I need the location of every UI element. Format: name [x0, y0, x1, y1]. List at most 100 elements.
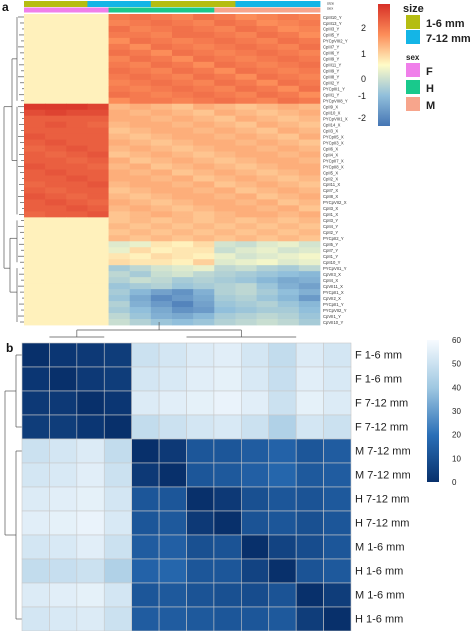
heatmap-a-cell [277, 217, 300, 224]
heatmap-a-cell [256, 127, 279, 135]
heatmap-a-cell [235, 37, 257, 45]
heatmap-a-row-label: PYCpII2_Y [323, 236, 344, 241]
heatmap-a-cell [214, 283, 236, 290]
heatmap-a-cell [172, 241, 194, 248]
heatmap-a-cell [45, 139, 67, 146]
sex-legend-swatch-f [406, 63, 420, 77]
heatmap-a-cell [277, 121, 300, 129]
heatmap-a-cell [129, 145, 152, 152]
heatmap-a-cell [172, 91, 194, 99]
heatmap-a-cell [172, 19, 194, 27]
heatmap-a-cell [214, 121, 236, 129]
heatmap-a-cell [24, 109, 46, 117]
heatmap-a-cell [150, 14, 173, 21]
heatmap-a-cell [298, 259, 321, 266]
heatmap-a-cell [45, 199, 67, 206]
heatmap-a-cell [256, 235, 279, 242]
heatmap-a-cell [45, 49, 67, 57]
heatmap-b-cell [76, 438, 105, 464]
heatmap-b-cell [268, 606, 297, 631]
heatmap-a-cell [108, 49, 131, 57]
heatmap-a-cell [277, 211, 300, 218]
heatmap-a-cell [87, 133, 109, 140]
heatmap-a-cell [24, 205, 46, 212]
heatmap-a-cell [129, 271, 152, 278]
size-annotation-cell [298, 1, 321, 7]
heatmap-b-cell [186, 582, 215, 608]
colorbar-b-tick: 30 [452, 407, 461, 416]
heatmap-a-cell [298, 151, 321, 158]
heatmap-b-row-label: M 7-12 mm [355, 446, 411, 458]
heatmap-a-cell [193, 43, 215, 51]
heatmap-a-cell [256, 187, 279, 194]
size-legend-swatch-1-6 [406, 15, 420, 29]
heatmap-a-cell [235, 199, 257, 206]
heatmap-a-cell [24, 103, 46, 111]
heatmap-a-cell [193, 25, 215, 33]
heatmap-a-cell [235, 163, 257, 170]
heatmap-a-cell [172, 211, 194, 218]
heatmap-a-cell [214, 277, 236, 284]
heatmap-a-cell [214, 151, 236, 158]
heatmap-a-cell [108, 265, 131, 272]
heatmap-a-cell [277, 14, 300, 21]
heatmap-a-cell [298, 181, 321, 188]
heatmap-b-cell [49, 534, 78, 560]
heatmap-a-cell [277, 181, 300, 188]
heatmap-a-cell [87, 217, 109, 224]
heatmap-a-cell [277, 55, 300, 63]
heatmap-b-cell [49, 606, 78, 631]
heatmap-a-cell [235, 43, 257, 51]
heatmap-b-row-label: F 7-12 mm [355, 398, 408, 410]
heatmap-b-cell [21, 342, 50, 368]
heatmap-a-cell [24, 14, 46, 21]
heatmap-a-cell [24, 61, 46, 69]
heatmap-a-cell [256, 319, 279, 326]
heatmap-a-cell [235, 73, 257, 81]
heatmap-a-cell [214, 31, 236, 39]
heatmap-a-cell [150, 97, 173, 105]
heatmap-a-cell [87, 223, 109, 230]
heatmap-a-cell [256, 205, 279, 212]
heatmap-b-cell [186, 486, 215, 512]
heatmap-a-cell [87, 265, 109, 272]
heatmap-b-cell [268, 534, 297, 560]
heatmap-a-cell [214, 241, 236, 248]
heatmap-a-cell [87, 301, 109, 308]
heatmap-a-cell [193, 187, 215, 194]
heatmap-b-cell [323, 582, 352, 608]
heatmap-a-cell [150, 259, 173, 266]
heatmap-b-cell [323, 606, 352, 631]
heatmap-a-cell [45, 67, 67, 75]
heatmap-a-cell [172, 139, 194, 146]
heatmap-a-cell [214, 145, 236, 152]
heatmap-a-cell [172, 217, 194, 224]
heatmap-a-row-label: PYCpII5_X [323, 134, 344, 139]
heatmap-a-row-label: PYCpVIII1_X [323, 116, 348, 121]
heatmap-a-cell [129, 151, 152, 158]
heatmap-a-cell [256, 271, 279, 278]
heatmap-b-cell [158, 486, 187, 512]
heatmap-a-cell [214, 55, 236, 63]
heatmap-a-cell [24, 163, 46, 170]
heatmap-a-cell [277, 19, 300, 27]
heatmap-a-cell [193, 67, 215, 75]
heatmap-b-row-label: H 7-12 mm [355, 494, 409, 506]
sex-legend-label-h: H [426, 83, 434, 95]
heatmap-a-cell [256, 103, 279, 111]
heatmap-b-cell [241, 486, 270, 512]
heatmap-a-cell [298, 169, 321, 176]
heatmap-a-cell [66, 217, 88, 224]
heatmap-a-cell [298, 61, 321, 69]
heatmap-a-cell [87, 313, 109, 320]
heatmap-a-cell [256, 55, 279, 63]
heatmap-a-cell [193, 199, 215, 206]
heatmap-b-cell [103, 414, 132, 440]
heatmap-a-cell [108, 313, 131, 320]
heatmap-a-cell [214, 259, 236, 266]
heatmap-a-cell [298, 115, 321, 123]
heatmap-a-cell [193, 61, 215, 69]
heatmap-a-row-label: PYCpII1_Y [323, 302, 344, 307]
heatmap-a-cell [172, 163, 194, 170]
heatmap-b-cell [103, 462, 132, 488]
